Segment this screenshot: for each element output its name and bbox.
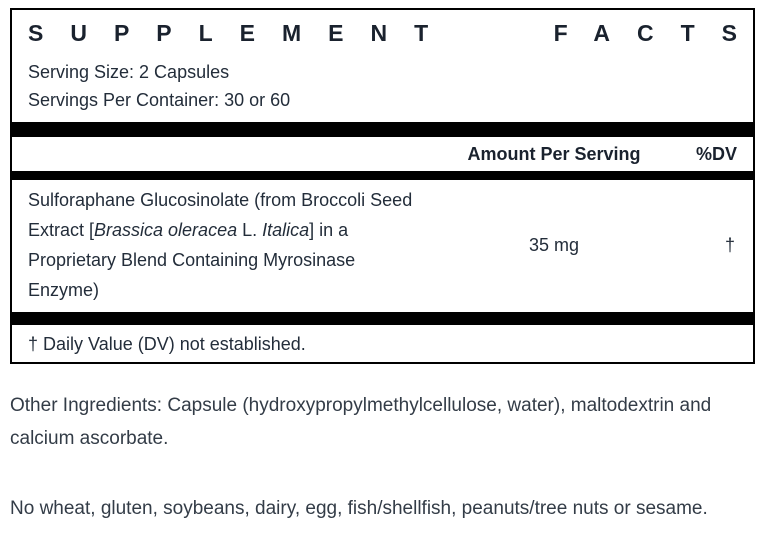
supplement-facts-panel: SUPPLEMENT FACTS Serving Size: 2 Capsule… xyxy=(10,8,755,364)
divider-bar-top xyxy=(12,122,753,137)
ingredient-amount: 35 mg xyxy=(528,234,580,255)
amount-per-serving-header: Amount Per Serving xyxy=(467,144,641,164)
panel-title: SUPPLEMENT FACTS xyxy=(12,10,753,52)
ingredient-latin-variety: Italica xyxy=(262,220,310,240)
other-ingredients-paragraph: Other Ingredients: Capsule (hydroxypropy… xyxy=(10,395,712,449)
daily-value-footnote: † Daily Value (DV) not established. xyxy=(28,334,306,354)
ingredient-name-line2c: L. xyxy=(237,220,263,240)
ingredient-name: Sulforaphane Glucosinolate (from Broccol… xyxy=(28,185,459,305)
ingredient-row: Sulforaphane Glucosinolate (from Broccol… xyxy=(12,180,753,312)
percent-dv-header: %DV xyxy=(695,144,737,164)
allergen-statement-paragraph: No wheat, gluten, soybeans, dairy, egg, … xyxy=(10,498,708,519)
divider-bar-footnote xyxy=(12,312,753,325)
servings-per-container-line: Servings Per Container: 30 or 60 xyxy=(28,90,291,110)
serving-size-line: Serving Size: 2 Capsules xyxy=(28,62,230,82)
amounts-header-row: Amount Per Serving %DV xyxy=(12,137,753,171)
ingredient-latin-name: Brassica oleracea xyxy=(94,220,238,240)
ingredient-name-line3: Proprietary Blend Containing Myrosinase xyxy=(28,250,356,270)
ingredient-dv-dagger: † xyxy=(724,234,735,255)
ingredient-name-line4: Enzyme) xyxy=(28,280,100,300)
ingredient-name-line2e: ] in a xyxy=(309,220,349,240)
ingredient-name-line2a: Extract [ xyxy=(28,220,95,240)
divider-bar-header xyxy=(12,171,753,180)
panel-title-word-facts: FACTS xyxy=(553,20,760,46)
panel-title-word-supplement: SUPPLEMENT xyxy=(28,20,456,46)
ingredient-name-line1: Sulforaphane Glucosinolate (from Broccol… xyxy=(28,190,413,210)
